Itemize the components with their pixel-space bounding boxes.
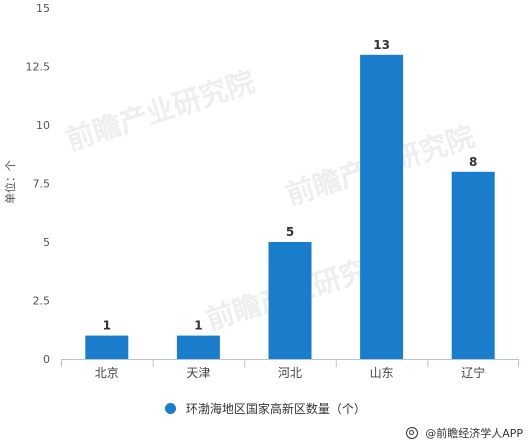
y-axis-label: 单位：个 xyxy=(3,160,17,204)
bar xyxy=(360,54,404,360)
x-tick-label: 天津 xyxy=(186,366,210,380)
y-tick-label: 5 xyxy=(43,236,50,249)
bars-layer: 1 1 5 13 8 xyxy=(85,38,495,360)
data-label: 1 xyxy=(194,319,202,333)
bar-chart: 前瞻产业研究院前瞻产业研究院前瞻产业研究院 02.557.51012.515北京… xyxy=(3,2,519,380)
bar xyxy=(451,171,495,359)
data-label: 8 xyxy=(469,155,477,169)
bar xyxy=(268,242,312,359)
y-tick-label: 15 xyxy=(36,2,50,15)
legend: 环渤海地区国家高新区数量（个） xyxy=(0,400,531,417)
y-tick-label: 2.5 xyxy=(33,295,51,308)
credit-text: @前瞻经济学人APP xyxy=(425,427,523,440)
data-label: 1 xyxy=(103,319,111,333)
circle-at-icon xyxy=(405,427,418,439)
legend-swatch xyxy=(165,403,177,414)
bar xyxy=(176,335,220,359)
y-tick-label: 7.5 xyxy=(33,178,51,191)
bar xyxy=(85,335,129,359)
y-tick-label: 0 xyxy=(43,353,50,366)
y-tick-label: 12.5 xyxy=(26,61,51,74)
data-label: 13 xyxy=(373,38,390,52)
legend-label: 环渤海地区国家高新区数量（个） xyxy=(185,402,366,416)
x-tick-label: 辽宁 xyxy=(461,365,485,380)
data-label: 5 xyxy=(286,225,294,239)
watermark-text: 前瞻产业研究院 xyxy=(62,65,259,157)
x-tick-label: 山东 xyxy=(370,366,394,380)
credit: @前瞻经济学人APP xyxy=(405,425,523,441)
y-tick-label: 10 xyxy=(36,119,50,132)
x-tick-label: 河北 xyxy=(278,366,302,380)
x-tick-label: 北京 xyxy=(95,366,119,380)
